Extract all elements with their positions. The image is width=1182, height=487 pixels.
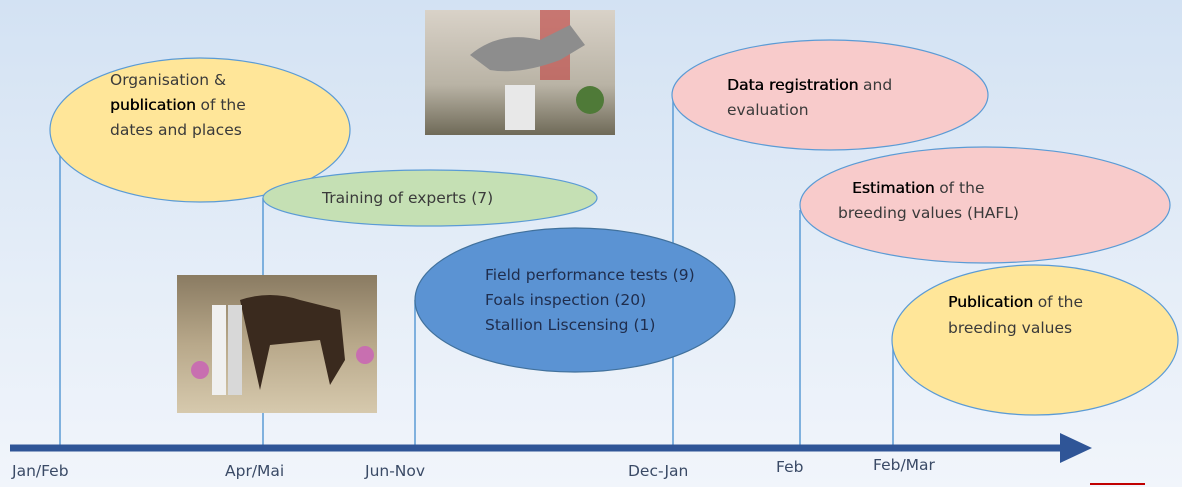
- photo-foal: [177, 275, 377, 413]
- date-label: Jun-Nov: [365, 462, 426, 480]
- event-line: Field performance tests (9): [485, 265, 695, 285]
- connectors: [59, 100, 894, 448]
- date-label: Dec-Jan: [628, 462, 689, 480]
- arrow-head: [1060, 433, 1092, 463]
- text: dates and places: [110, 121, 242, 139]
- text: evaluation: [727, 101, 809, 119]
- event-bubble: [414, 227, 736, 373]
- text: Organisation &: [110, 71, 227, 89]
- text: and: [863, 76, 893, 94]
- event-bubble: [262, 169, 598, 227]
- date-label: Apr/Mai: [225, 462, 285, 480]
- text: of the: [1037, 293, 1084, 311]
- event-line: Data registration and: [727, 75, 892, 95]
- event-bubble: [799, 146, 1171, 264]
- text: Foals inspection (20): [485, 291, 647, 309]
- date-label: Feb: [776, 458, 804, 476]
- text: Stallion Liscensing (1): [485, 316, 656, 334]
- text: of the: [939, 179, 985, 197]
- event-bubble: [49, 57, 351, 203]
- event-line: Training of experts (7): [322, 188, 493, 208]
- text: Field performance tests (9): [485, 266, 695, 284]
- date-label: Jan/Feb: [12, 462, 69, 480]
- event-line: Foals inspection (20): [485, 290, 646, 310]
- bold-text: Publication: [948, 293, 1034, 311]
- text: of the: [200, 96, 246, 114]
- event-line: breeding values: [948, 318, 1072, 338]
- photo-jumping-horse: [425, 10, 615, 135]
- event-bubble: [891, 264, 1179, 416]
- text: Training of experts (7): [322, 189, 494, 207]
- event-line: Stallion Liscensing (1): [485, 315, 655, 335]
- event-line: Organisation &: [110, 70, 226, 90]
- event-line: evaluation: [727, 100, 809, 120]
- text: breeding values (HAFL): [838, 204, 1019, 222]
- event-bubble: [671, 39, 989, 151]
- event-line: Estimation of the: [852, 178, 985, 198]
- event-line: Publication of the: [948, 292, 1083, 312]
- bold-text: Data registration: [727, 76, 859, 94]
- event-line: breeding values (HAFL): [838, 203, 1019, 223]
- event-line: dates and places: [110, 120, 242, 140]
- bold-text: publication: [110, 96, 196, 114]
- text: breeding values: [948, 319, 1073, 337]
- date-label: Feb/Mar: [873, 456, 935, 474]
- event-line: publication of the: [110, 95, 246, 115]
- bold-text: Estimation: [852, 179, 935, 197]
